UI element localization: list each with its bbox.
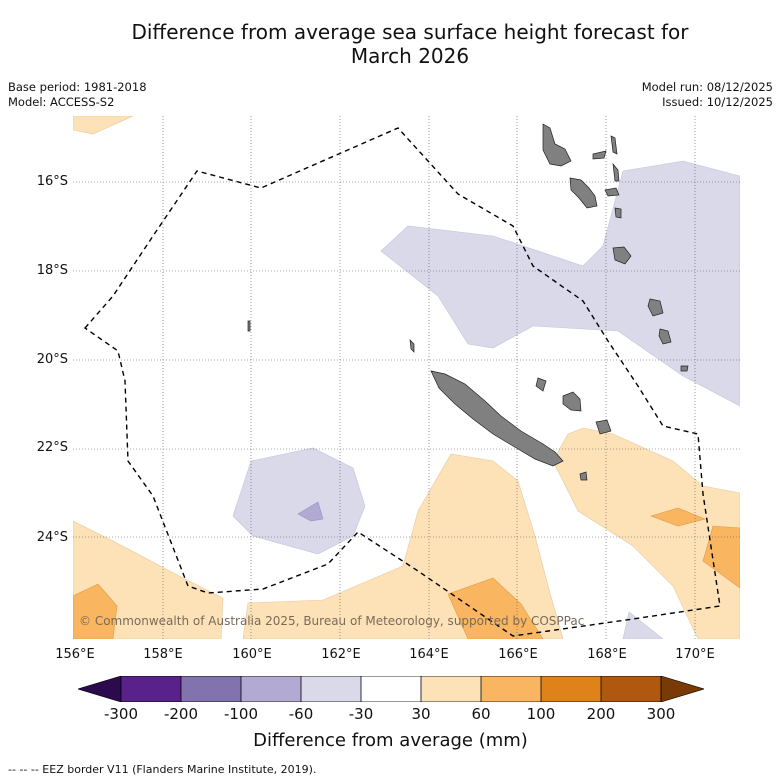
cbar-tick-100: 100 bbox=[526, 705, 556, 723]
anomaly-pos-mid-west bbox=[73, 583, 118, 639]
colorbar-title: Difference from average (mm) bbox=[253, 730, 528, 751]
loyalty-islands-2 bbox=[562, 391, 582, 412]
eez-legend: -- -- -- EEZ border V11 (Flanders Marine… bbox=[8, 763, 317, 776]
colorbar-bin-5 bbox=[361, 676, 421, 702]
lat-label-20s: 20°S bbox=[36, 352, 68, 367]
vanuatu-ambrym bbox=[604, 187, 620, 197]
cbar-tick-30: 30 bbox=[411, 705, 431, 723]
land bbox=[247, 123, 689, 481]
islet-a bbox=[247, 320, 251, 332]
base-period: Base period: 1981-2018 bbox=[8, 80, 147, 94]
colorbar-bin-4 bbox=[301, 676, 361, 702]
vanuatu-maewo bbox=[610, 135, 618, 155]
eez-border bbox=[83, 127, 721, 637]
vanuatu-erromango bbox=[647, 298, 664, 317]
issued-date: Issued: 10/12/2025 bbox=[662, 95, 773, 109]
lon-label-166e: 166°E bbox=[498, 647, 538, 662]
lon-label-160e: 160°E bbox=[232, 647, 272, 662]
colorbar-bin-3 bbox=[241, 676, 301, 702]
title-line-2: March 2026 bbox=[350, 44, 470, 68]
model-run: Model run: 08/12/2025 bbox=[641, 80, 773, 94]
new-caledonia-main bbox=[430, 370, 564, 467]
colorbar-bin-2 bbox=[181, 676, 241, 702]
colorbar-bin-1 bbox=[121, 676, 181, 702]
cbar-tick-neg200: -200 bbox=[163, 705, 199, 723]
lat-label-22s: 22°S bbox=[36, 440, 68, 455]
anomaly-pos-mid-south bbox=[447, 577, 544, 639]
anomaly-pos-top-left bbox=[73, 116, 134, 135]
belep-islands bbox=[409, 339, 415, 353]
isle-of-pines bbox=[579, 471, 588, 481]
lon-label-164e: 164°E bbox=[409, 647, 449, 662]
meta-left: Base period: 1981-2018 Model: ACCESS-S2 bbox=[8, 80, 147, 110]
anomaly-pos-mid-east bbox=[650, 507, 706, 527]
vanuatu-epi bbox=[614, 207, 622, 219]
cbar-tick-neg60: -60 bbox=[288, 705, 314, 723]
anomaly-neg-south-west bbox=[232, 447, 366, 555]
lon-label-162e: 162°E bbox=[321, 647, 361, 662]
map-svg bbox=[73, 116, 740, 639]
colorbar-extend-high bbox=[660, 676, 704, 702]
vanuatu-pentecost bbox=[612, 162, 620, 182]
copyright-credit: © Commonwealth of Australia 2025, Bureau… bbox=[79, 614, 585, 628]
title-line-1: Difference from average sea surface heig… bbox=[131, 20, 689, 44]
lon-label-168e: 168°E bbox=[587, 647, 627, 662]
vanuatu-tanna bbox=[658, 328, 672, 345]
cbar-tick-neg30: -30 bbox=[348, 705, 374, 723]
colorbar-bin-6 bbox=[421, 676, 481, 702]
colorbar bbox=[78, 676, 704, 702]
lat-label-16s: 16°S bbox=[36, 174, 68, 189]
cbar-tick-200: 200 bbox=[586, 705, 616, 723]
chart-title: Difference from average sea surface heig… bbox=[40, 20, 780, 68]
anomaly-neg-south-east bbox=[622, 611, 664, 639]
colorbar-bin-8 bbox=[541, 676, 601, 702]
lon-label-158e: 158°E bbox=[143, 647, 183, 662]
anomaly-pos-mid-far-east bbox=[702, 525, 740, 589]
cbar-tick-300: 300 bbox=[646, 705, 676, 723]
map-area bbox=[73, 116, 740, 639]
lat-label-24s: 24°S bbox=[36, 530, 68, 545]
vanuatu-efate bbox=[612, 246, 632, 265]
colorbar-bin-9 bbox=[601, 676, 661, 702]
vanuatu-aneityum bbox=[680, 365, 689, 372]
loyalty-islands-3 bbox=[595, 419, 612, 435]
vanuatu-ambae bbox=[592, 150, 607, 160]
colorbar-bin-7 bbox=[481, 676, 541, 702]
model-name: Model: ACCESS-S2 bbox=[8, 95, 115, 109]
cbar-tick-neg100: -100 bbox=[223, 705, 259, 723]
anomaly-neg-mid bbox=[297, 501, 324, 522]
loyalty-islands-1 bbox=[535, 377, 547, 392]
cbar-tick-neg300: -300 bbox=[103, 705, 139, 723]
lat-label-18s: 18°S bbox=[36, 263, 68, 278]
vanuatu-malekula bbox=[569, 177, 598, 209]
lon-label-156e: 156°E bbox=[55, 647, 95, 662]
lon-label-170e: 170°E bbox=[675, 647, 715, 662]
vanuatu-espiritu-santo bbox=[542, 123, 572, 167]
anomaly-neg-north-east bbox=[380, 160, 740, 407]
cbar-tick-60: 60 bbox=[471, 705, 491, 723]
meta-right: Model run: 08/12/2025 Issued: 10/12/2025 bbox=[642, 80, 773, 110]
gridlines bbox=[73, 116, 740, 639]
colorbar-extend-low bbox=[78, 676, 122, 702]
